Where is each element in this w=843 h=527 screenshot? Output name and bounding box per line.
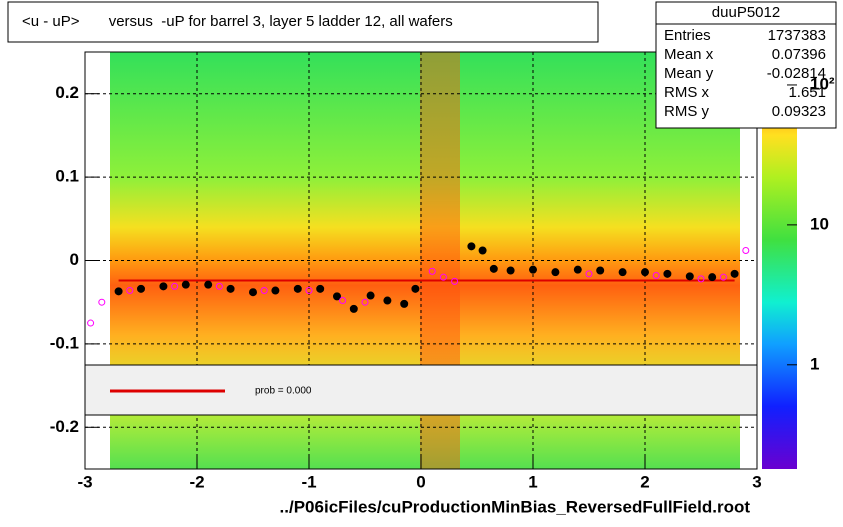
data-point (719, 273, 727, 281)
data-point (260, 287, 268, 295)
plot (84, 52, 758, 469)
stats-label: Mean y (664, 65, 714, 82)
stats-label: Mean x (664, 46, 714, 63)
data-point (87, 319, 95, 327)
data-point (271, 286, 280, 295)
z-tick-label: 1 (810, 354, 819, 373)
data-point (478, 246, 487, 255)
data-point (641, 268, 649, 277)
stats-value: -0.02814 (767, 65, 826, 82)
x-tick-label: -1 (301, 472, 316, 491)
data-point (333, 292, 341, 301)
data-point (663, 269, 672, 278)
data-point (305, 287, 313, 295)
x-tick-label: 3 (752, 472, 761, 491)
y-tick-label: -0.1 (50, 333, 79, 352)
data-point (467, 242, 476, 251)
chart-title: <u - uP> versus -uP for barrel 3, layer … (22, 13, 453, 30)
data-point (126, 287, 134, 295)
title-box (7, 1, 599, 43)
data-point (685, 272, 694, 281)
stats-title: duuP5012 (712, 4, 780, 21)
data-point (137, 284, 145, 293)
data-point (411, 284, 420, 293)
data-point (249, 288, 257, 297)
data-point (159, 282, 168, 291)
data-point (400, 299, 409, 308)
data-point (742, 246, 750, 254)
stats-value: 1737383 (768, 27, 826, 44)
data-point (551, 268, 560, 277)
stats-label: RMS y (664, 103, 710, 120)
data-point (652, 272, 660, 280)
x-axis-title: ../P06icFiles/cuProductionMinBias_Revers… (280, 497, 751, 516)
x-tick-label: -3 (77, 472, 92, 491)
data-point (349, 304, 358, 313)
data-point (451, 277, 459, 285)
x-tick-label: 2 (640, 472, 649, 491)
z-tick-label: 10² (810, 74, 835, 93)
data-point (585, 270, 593, 278)
data-point (506, 266, 515, 275)
x-tick-label: 1 (528, 472, 537, 491)
data-point (383, 296, 392, 305)
stats-value: 0.09323 (772, 103, 826, 120)
stats-label: Entries (664, 27, 711, 44)
stats-value: 0.07396 (772, 46, 826, 63)
data-point (98, 298, 106, 306)
stats-frame (655, 1, 837, 129)
data-point (428, 267, 436, 275)
y-tick-label: 0 (70, 250, 79, 269)
stats-value: 1.651 (788, 84, 826, 101)
legend: prob = 0.000 (84, 364, 758, 416)
data-point (730, 269, 739, 278)
y-tick-label: -0.2 (50, 417, 79, 436)
data-point (529, 265, 537, 274)
data-point (215, 282, 223, 290)
data-point (366, 291, 375, 300)
data-point (618, 268, 627, 277)
y-tick-label: 0.2 (55, 83, 79, 102)
x-tick-label: -2 (189, 472, 204, 491)
data-point (114, 287, 123, 296)
legend-text: prob = 0.000 (255, 386, 312, 397)
data-point (573, 265, 582, 274)
data-point (204, 280, 213, 289)
data-point (489, 264, 498, 273)
data-point (596, 266, 605, 275)
x-tick-label: 0 (416, 472, 425, 491)
y-tick-label: 0.1 (55, 167, 79, 186)
z-tick-label: 10 (810, 214, 829, 233)
data-point (339, 297, 347, 305)
data-point (181, 280, 190, 289)
data-point (316, 284, 325, 293)
data-point (439, 273, 447, 281)
stats-label: RMS x (664, 84, 710, 101)
data-point (293, 284, 302, 293)
data-point (171, 282, 179, 290)
data-point (697, 275, 705, 283)
data-point (708, 273, 717, 282)
stats-box: duuP5012 Entries 1737383 Mean x 0.07396 Mean… (655, 1, 837, 129)
data-point (361, 298, 369, 306)
data-point (226, 284, 235, 293)
